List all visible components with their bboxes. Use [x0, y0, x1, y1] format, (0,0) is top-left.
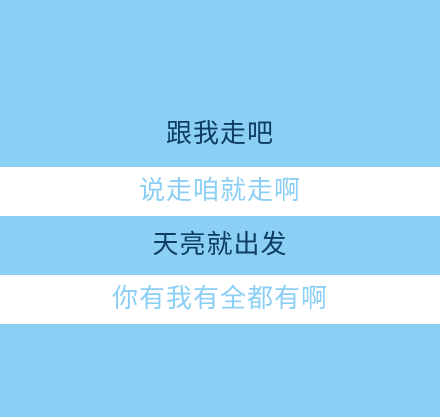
white-band-1	[0, 167, 440, 216]
white-band-2	[0, 275, 440, 324]
lyric-line-1: 跟我走吧	[165, 119, 274, 149]
lyric-line-2: 说走咱就走啊	[138, 176, 301, 206]
lyric-line-3: 天亮就出发	[152, 230, 288, 260]
lyric-line-4: 你有我有全都有啊	[111, 284, 328, 314]
